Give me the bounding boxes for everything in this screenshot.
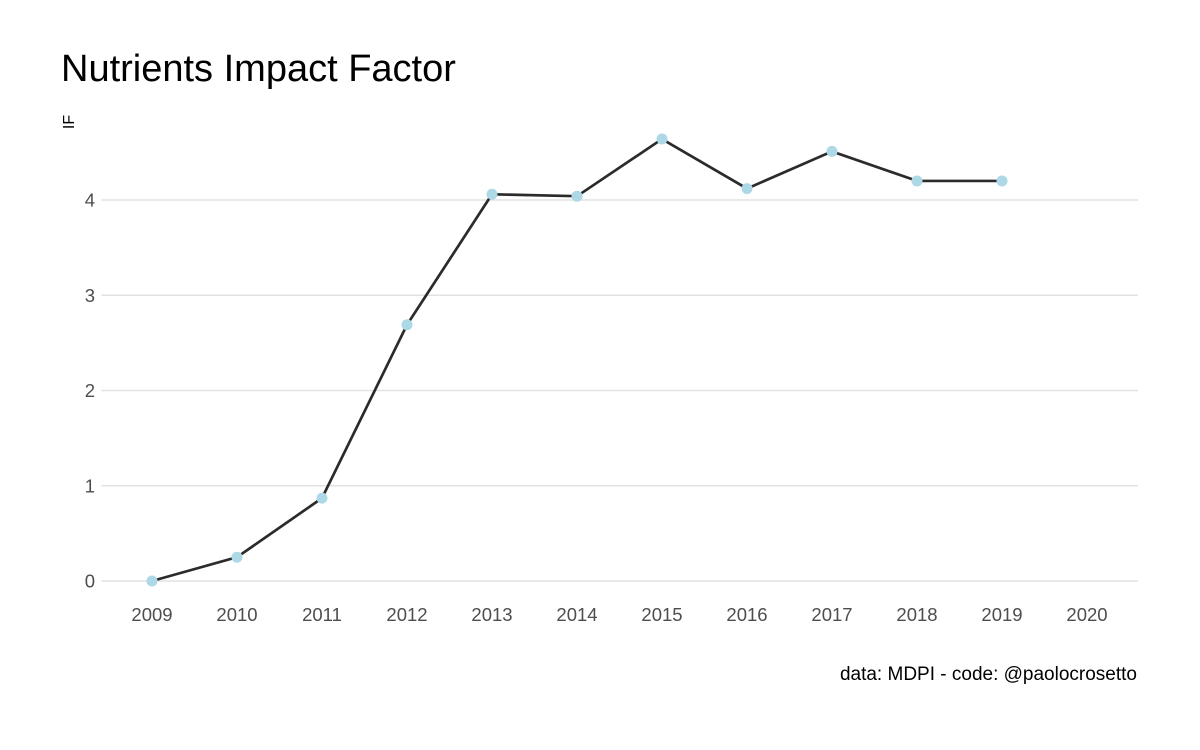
- x-tick-label: 2016: [726, 604, 767, 625]
- x-tick-label: 2017: [811, 604, 852, 625]
- data-point-2015: [656, 133, 668, 145]
- x-tick-label: 2020: [1066, 604, 1107, 625]
- chart-title: Nutrients Impact Factor: [61, 48, 456, 90]
- data-point-2017: [826, 145, 838, 157]
- x-tick-label: 2018: [896, 604, 937, 625]
- y-tick-label: 4: [85, 190, 95, 211]
- data-point-2010: [231, 551, 243, 563]
- x-tick-label: 2010: [216, 604, 257, 625]
- data-point-2014: [571, 190, 583, 202]
- chart-caption: data: MDPI - code: @paolocrosetto: [839, 664, 1137, 685]
- data-point-2016: [741, 183, 753, 195]
- x-tick-label: 2011: [302, 604, 342, 625]
- x-tick-label: 2012: [386, 604, 427, 625]
- x-tick-label: 2014: [556, 604, 597, 625]
- data-point-2019: [996, 175, 1008, 187]
- data-point-2009: [146, 575, 158, 587]
- x-tick-label: 2013: [471, 604, 512, 625]
- data-line: [151, 137, 1002, 583]
- y-tick-label: 1: [85, 475, 95, 496]
- x-tick-label: 2015: [641, 604, 682, 625]
- y-tick-label: 3: [85, 285, 95, 306]
- data-point-2011: [316, 492, 328, 504]
- data-point-2012: [401, 319, 413, 331]
- x-tick-label: 2009: [131, 604, 172, 625]
- y-tick-label: 2: [85, 380, 95, 401]
- x-tick-label: 2019: [981, 604, 1022, 625]
- y-tick-label: 0: [85, 571, 95, 592]
- data-point-2018: [911, 175, 923, 187]
- data-point-2013: [486, 188, 498, 200]
